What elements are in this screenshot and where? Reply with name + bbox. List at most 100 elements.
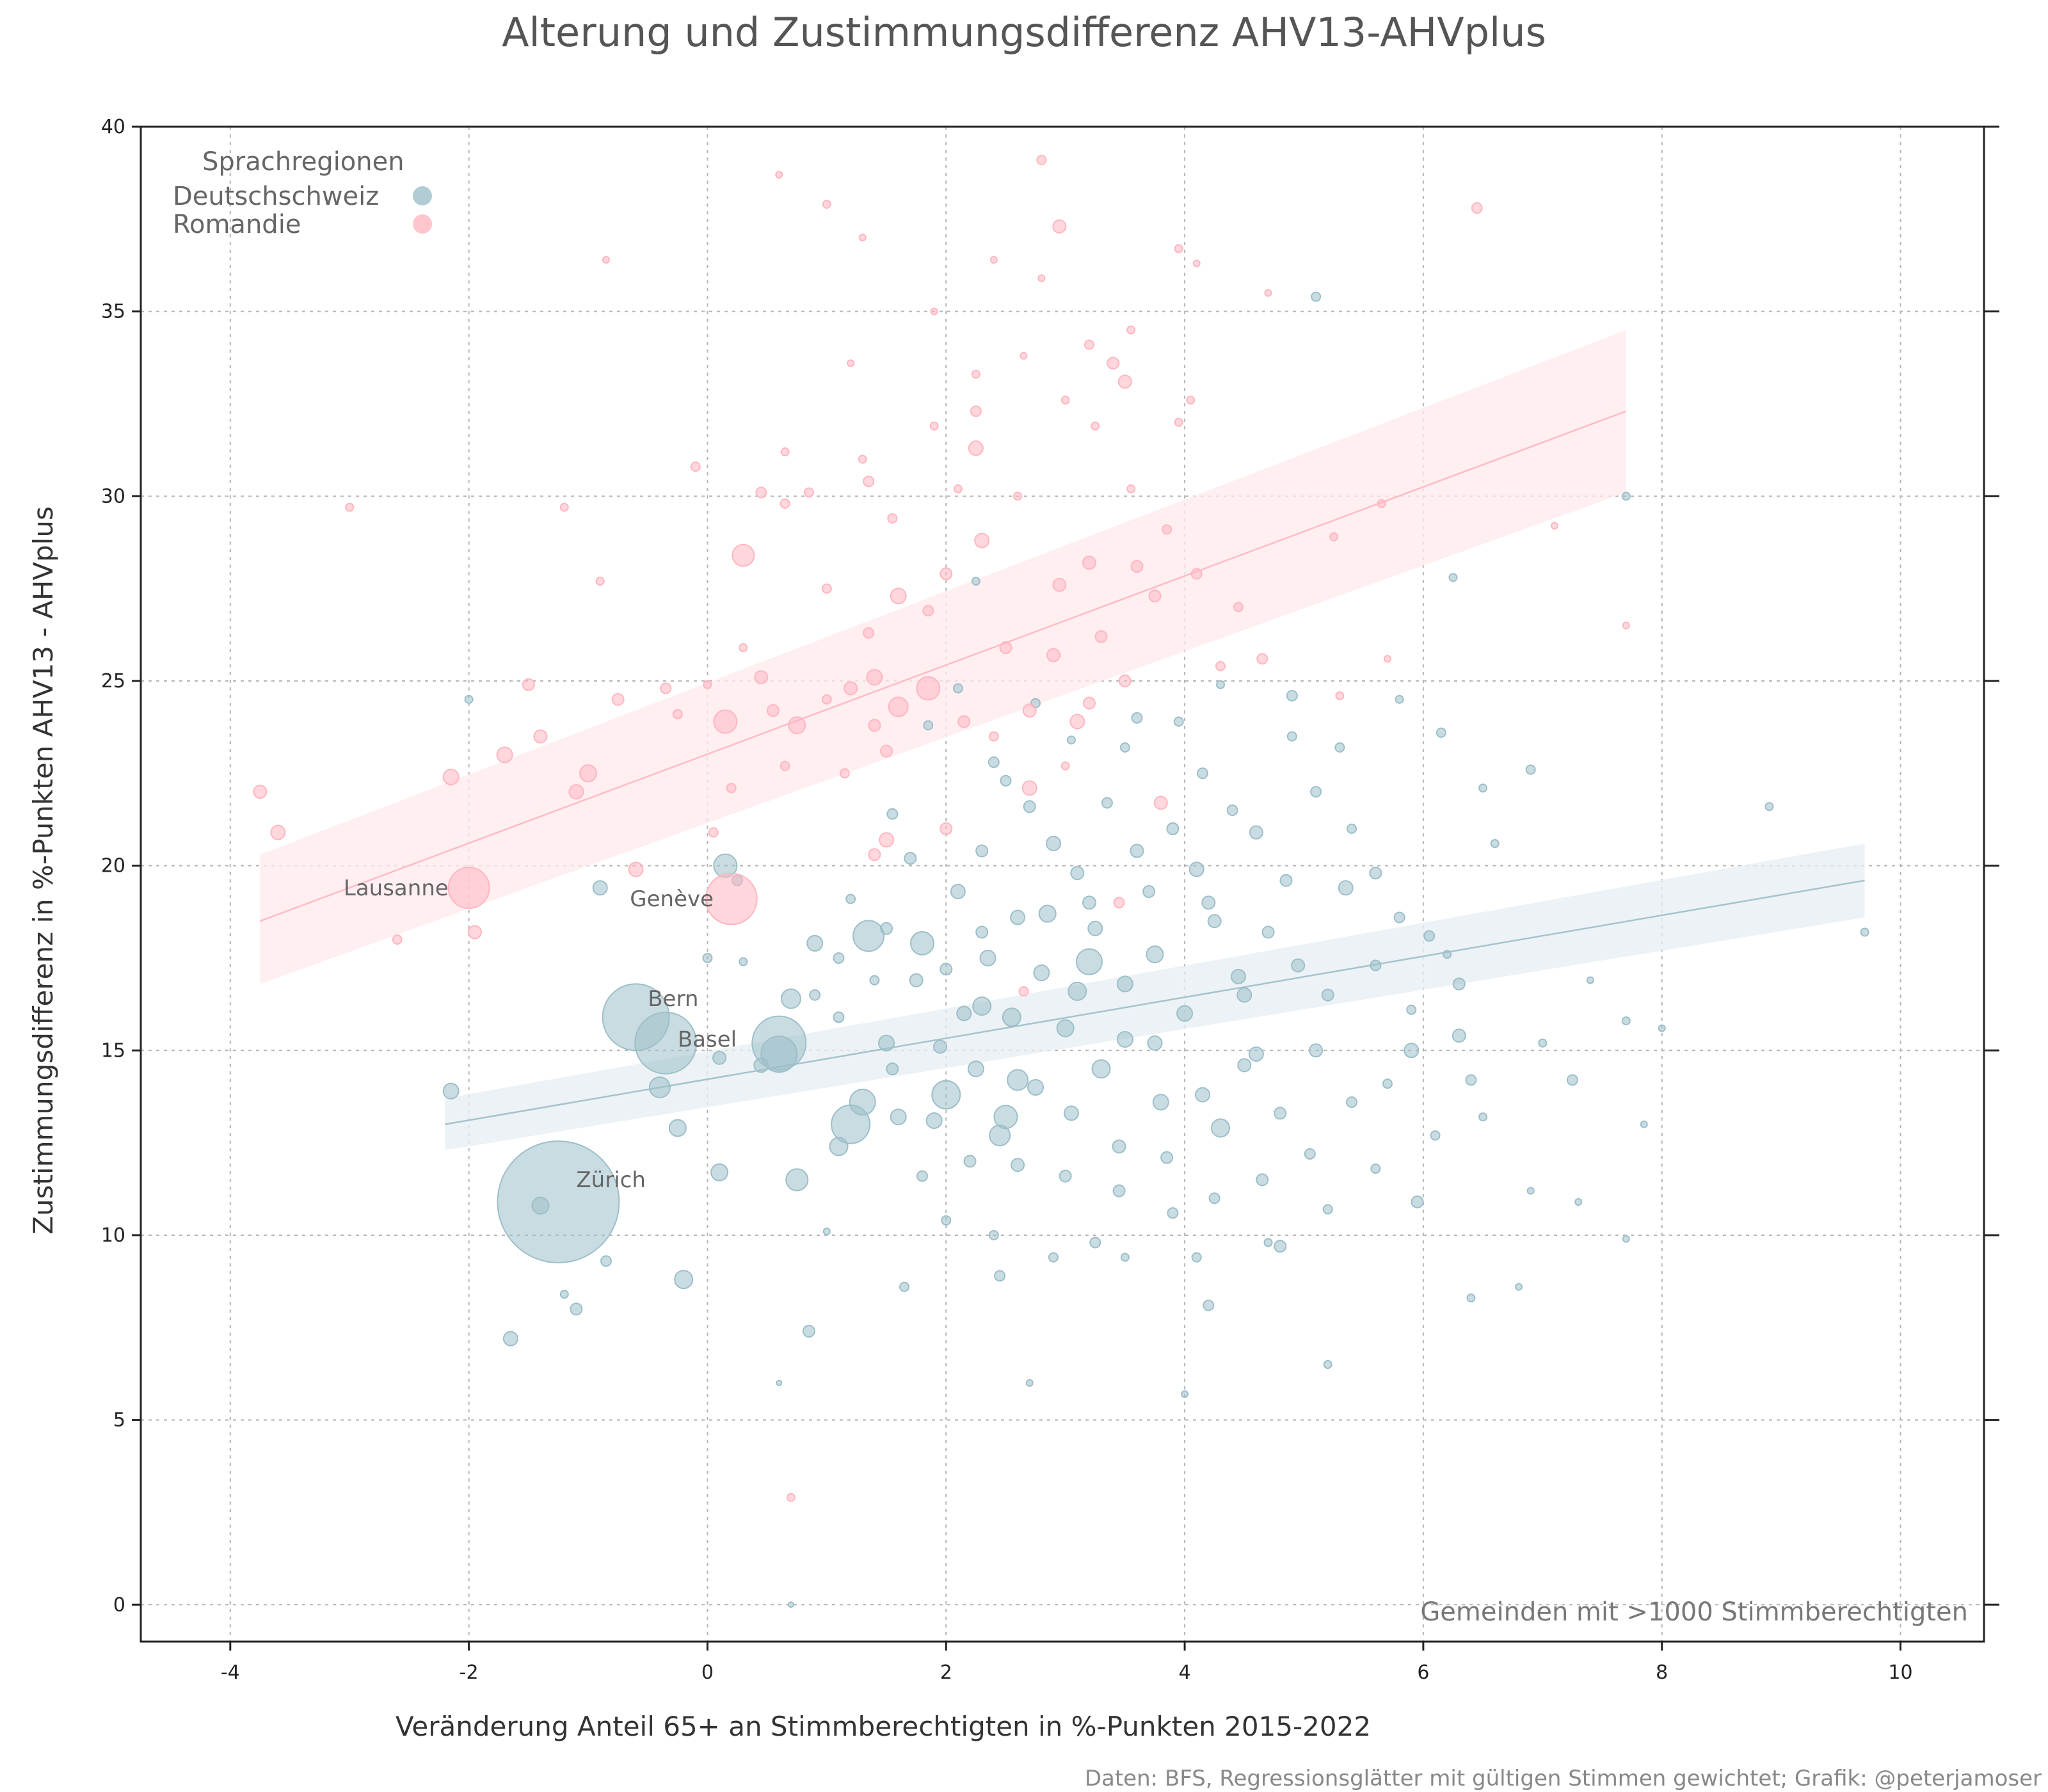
point-deutschschweiz (1566, 1074, 1578, 1086)
point-deutschschweiz (940, 963, 953, 976)
point-deutschschweiz (1131, 712, 1143, 724)
point-romandie (968, 440, 984, 456)
point-romandie (1020, 351, 1028, 360)
point-romandie (1471, 202, 1483, 214)
point-deutschschweiz (1538, 1038, 1548, 1048)
point-deutschschweiz (988, 756, 1000, 768)
point-deutschschweiz (1023, 800, 1036, 813)
point-romandie (345, 502, 355, 512)
point-deutschschweiz (710, 1163, 729, 1181)
point-romandie (847, 359, 855, 367)
y-axis-label: Zustimmungsdifferenz in %-Punkten AHV13 … (28, 506, 59, 1235)
point-romandie (739, 643, 748, 653)
point-romandie (780, 498, 790, 509)
point-deutschschweiz (1033, 964, 1050, 982)
point-deutschschweiz (963, 1155, 977, 1168)
point-romandie (890, 588, 907, 605)
point-deutschschweiz (634, 1011, 698, 1075)
point-deutschschweiz (1207, 914, 1222, 929)
point-romandie (821, 694, 832, 705)
point-deutschschweiz (886, 1062, 899, 1076)
city-label-zürich: Zürich (576, 1167, 646, 1193)
point-deutschschweiz (1166, 822, 1180, 835)
point-deutschschweiz (739, 957, 748, 966)
point-deutschschweiz (785, 1168, 809, 1192)
legend: Sprachregionen Deutschschweiz Romandie (173, 147, 432, 239)
point-romandie (1107, 356, 1120, 370)
point-deutschschweiz (1120, 1252, 1130, 1262)
y-tick-label: 0 (113, 1594, 125, 1616)
point-romandie (1082, 556, 1096, 570)
point-romandie (754, 670, 769, 685)
point-deutschschweiz (1000, 774, 1012, 787)
point-deutschschweiz (1430, 1130, 1441, 1141)
point-romandie (392, 934, 403, 945)
point-deutschschweiz (592, 880, 608, 896)
point-deutschschweiz (1411, 1195, 1424, 1208)
point-deutschschweiz (1056, 1019, 1075, 1037)
point-deutschschweiz (899, 1281, 910, 1292)
point-deutschschweiz (1160, 1151, 1174, 1164)
point-deutschschweiz (833, 1011, 845, 1023)
y-tick-label: 30 (101, 485, 125, 508)
point-romandie (660, 682, 672, 694)
point-romandie (868, 848, 881, 861)
point-romandie (447, 867, 490, 909)
point-deutschschweiz (1091, 1059, 1111, 1079)
point-romandie (1018, 986, 1029, 996)
point-deutschschweiz (880, 922, 893, 935)
point-romandie (1335, 691, 1345, 701)
point-romandie (1550, 522, 1558, 530)
point-romandie (844, 681, 858, 696)
point-deutschschweiz (1640, 1120, 1648, 1128)
point-deutschschweiz (1448, 573, 1458, 582)
city-label-bern: Bern (648, 986, 698, 1012)
point-romandie (1130, 560, 1144, 573)
point-deutschschweiz (668, 1119, 687, 1137)
point-romandie (533, 729, 548, 744)
point-deutschschweiz (1230, 968, 1246, 984)
point-deutschschweiz (1089, 1236, 1101, 1249)
point-romandie (929, 421, 939, 431)
point-deutschschweiz (1066, 735, 1076, 745)
point-deutschschweiz (1621, 492, 1631, 501)
point-romandie (755, 486, 767, 499)
point-deutschschweiz (1406, 1004, 1417, 1015)
point-romandie (703, 680, 712, 689)
confidence-bands (260, 330, 1865, 1151)
point-deutschschweiz (502, 1331, 518, 1347)
point-deutschschweiz (1334, 742, 1345, 753)
point-deutschschweiz (956, 1005, 972, 1021)
legend-marker-deutschschweiz (413, 186, 432, 205)
y-tick-label: 40 (101, 116, 125, 138)
point-deutschschweiz (1279, 874, 1293, 887)
point-deutschschweiz (1210, 1118, 1230, 1138)
y-tick-label: 15 (101, 1039, 125, 1062)
point-romandie (780, 760, 790, 771)
point-romandie (568, 784, 584, 800)
point-deutschschweiz (1215, 680, 1225, 689)
point-deutschschweiz (1622, 1235, 1630, 1243)
point-romandie (1174, 244, 1183, 253)
y-tick-label: 25 (101, 670, 125, 692)
point-deutschschweiz (1249, 825, 1263, 840)
point-deutschschweiz (1370, 1164, 1381, 1174)
point-deutschschweiz (979, 949, 996, 966)
point-romandie (1153, 796, 1168, 810)
point-deutschschweiz (1452, 1028, 1466, 1043)
point-romandie (930, 307, 938, 316)
x-tick-label: 4 (1179, 1661, 1191, 1684)
point-romandie (1082, 696, 1096, 710)
point-deutschschweiz (776, 1379, 783, 1386)
point-deutschschweiz (1423, 930, 1436, 942)
point-deutschschweiz (806, 934, 824, 952)
point-deutschschweiz (1346, 1096, 1358, 1108)
point-romandie (1192, 259, 1201, 268)
point-romandie (1052, 219, 1067, 234)
point-romandie (1022, 703, 1037, 718)
point-romandie (974, 532, 990, 548)
point-romandie (1174, 417, 1183, 427)
point-deutschschweiz (975, 844, 989, 858)
point-romandie (496, 746, 513, 764)
point-deutschschweiz (829, 1137, 849, 1156)
